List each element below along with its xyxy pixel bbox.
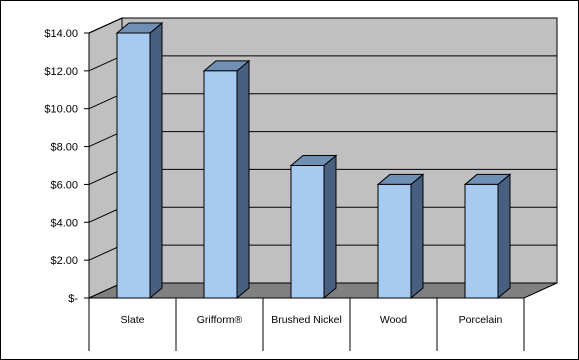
y-tick-label: $4.00 <box>50 217 78 229</box>
x-category-label: Slate <box>121 314 145 326</box>
bar-side-face <box>497 173 511 300</box>
category-table: Slate Grifform® Brushed Nickel Wood Porcelai… <box>88 297 525 351</box>
y-tick-label: $12.00 <box>44 66 78 78</box>
bar <box>202 59 251 300</box>
bar-side-face <box>410 173 424 300</box>
y-tick-label: $10.00 <box>44 104 78 116</box>
y-tick-label: $14.00 <box>44 28 78 40</box>
bar-front-face <box>203 70 238 299</box>
y-tick-label: $2.00 <box>50 255 78 267</box>
bar <box>463 173 512 300</box>
x-category-label: Wood <box>380 314 407 326</box>
bar-side-face <box>236 59 250 300</box>
y-tick-label: $6.00 <box>50 179 78 191</box>
x-category-label: Grifform® <box>197 314 243 326</box>
bar <box>289 154 338 300</box>
y-tick-label: $8.00 <box>50 142 78 154</box>
bar-front-face <box>377 183 412 299</box>
bars <box>115 21 512 300</box>
bar <box>376 173 425 300</box>
y-axis-tick-labels: $- $2.00 $4.00 $6.00 $8.00 $10.00 $12.00 $14.00 <box>44 28 78 305</box>
bar-side-face <box>149 21 163 300</box>
bar-front-face <box>290 165 325 299</box>
x-category-label: Porcelain <box>459 314 503 326</box>
y-tick-label: $- <box>68 293 78 305</box>
bar <box>115 21 164 300</box>
bar-front-face <box>464 183 499 299</box>
gridline <box>88 17 557 34</box>
bar-side-face <box>323 154 337 300</box>
bar-front-face <box>116 32 151 299</box>
x-category-label: Brushed Nickel <box>271 314 342 326</box>
